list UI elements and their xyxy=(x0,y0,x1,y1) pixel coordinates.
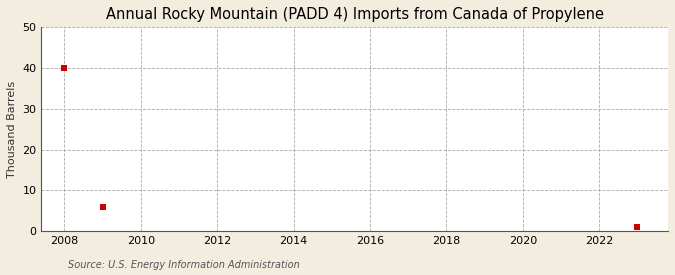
Text: Source: U.S. Energy Information Administration: Source: U.S. Energy Information Administ… xyxy=(68,260,299,270)
Y-axis label: Thousand Barrels: Thousand Barrels xyxy=(7,81,17,178)
Title: Annual Rocky Mountain (PADD 4) Imports from Canada of Propylene: Annual Rocky Mountain (PADD 4) Imports f… xyxy=(106,7,603,22)
